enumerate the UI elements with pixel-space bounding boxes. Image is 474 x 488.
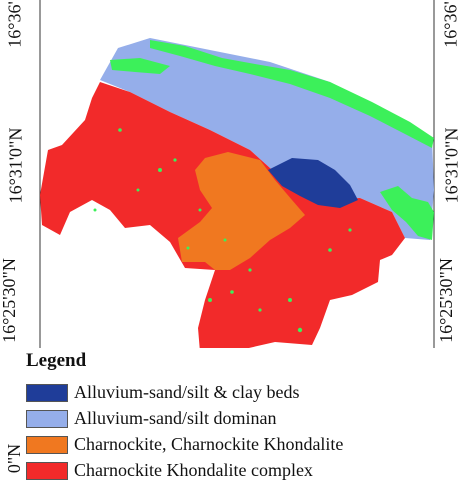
green-specks bbox=[93, 128, 352, 333]
river-feature-top bbox=[150, 40, 434, 148]
legend-label: Charnockite Khondalite complex bbox=[74, 460, 313, 480]
legend-item-charnockite-complex: Charnockite Khondalite complex bbox=[26, 460, 313, 481]
legend-swatch bbox=[26, 383, 68, 402]
legend-label: Alluvium-sand/silt dominan bbox=[74, 408, 277, 428]
lat-label-left-2: 16°31'0"N bbox=[5, 127, 26, 204]
lat-label-left-4: 0"N bbox=[4, 443, 25, 474]
legend-swatch bbox=[26, 435, 68, 454]
legend-title: Legend bbox=[26, 350, 87, 371]
alluvium-clay-region bbox=[268, 158, 358, 208]
lat-label-right-1: 16°36' bbox=[440, 1, 461, 48]
lat-label-left-1: 16°36' bbox=[4, 1, 25, 48]
geology-map bbox=[39, 0, 435, 474]
legend-item-alluvium-clay: Alluvium-sand/silt & clay beds bbox=[26, 382, 299, 403]
legend-item-charnockite: Charnockite, Charnockite Khondalite bbox=[26, 434, 343, 455]
legend-swatch bbox=[26, 409, 68, 428]
legend-box bbox=[26, 348, 446, 488]
river-feature-west bbox=[110, 58, 170, 74]
legend-label: Alluvium-sand/silt & clay beds bbox=[74, 382, 300, 402]
lat-label-left-3: 16°25'30"N bbox=[0, 258, 19, 343]
lat-label-right-2: 16°31'0"N bbox=[441, 127, 462, 204]
legend-swatch bbox=[26, 461, 68, 480]
charnockite-region bbox=[178, 152, 305, 270]
river-feature-east bbox=[380, 186, 434, 240]
legend-label: Charnockite, Charnockite Khondalite bbox=[74, 434, 344, 454]
lat-label-right-3: 16°25'30"N bbox=[435, 258, 456, 343]
legend-item-alluvium-silt: Alluvium-sand/silt dominan bbox=[26, 408, 277, 429]
